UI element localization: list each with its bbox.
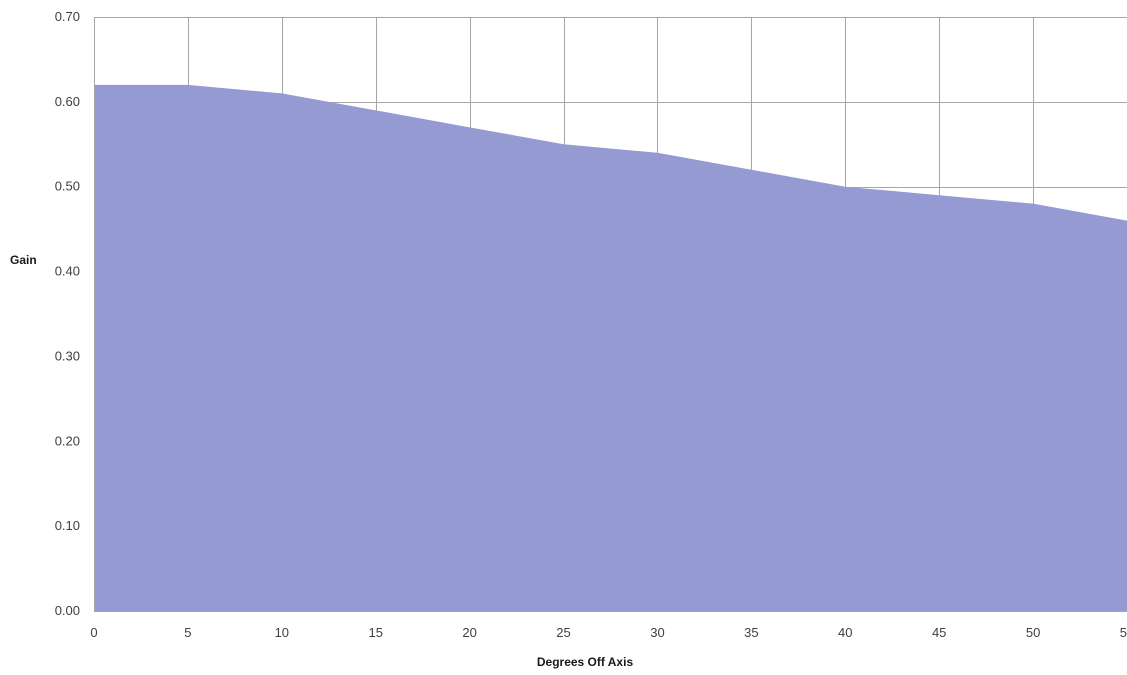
y-tick-label: 0.70 bbox=[55, 9, 80, 24]
y-tick-label: 0.60 bbox=[55, 94, 80, 109]
y-axis-tick-labels: 0.00 0.10 0.20 0.30 0.40 0.50 0.60 0.70 bbox=[55, 9, 80, 618]
x-axis-tick-labels: 0 5 10 15 20 25 30 35 40 45 50 55 bbox=[90, 625, 1127, 640]
x-tick-label: 20 bbox=[462, 625, 476, 640]
y-axis-title: Gain bbox=[10, 253, 37, 267]
y-tick-label: 0.10 bbox=[55, 518, 80, 533]
y-tick-label: 0.40 bbox=[55, 264, 80, 279]
x-tick-label: 50 bbox=[1026, 625, 1040, 640]
y-tick-label: 0.00 bbox=[55, 603, 80, 618]
x-tick-label: 0 bbox=[90, 625, 97, 640]
x-axis-title: Degrees Off Axis bbox=[537, 655, 634, 669]
axes bbox=[94, 17, 1127, 612]
x-tick-label: 15 bbox=[368, 625, 382, 640]
x-tick-label: 45 bbox=[932, 625, 946, 640]
y-tick-label: 0.30 bbox=[55, 348, 80, 363]
x-tick-label: 35 bbox=[744, 625, 758, 640]
x-tick-label: 5 bbox=[184, 625, 191, 640]
x-tick-label: 30 bbox=[650, 625, 664, 640]
x-tick-label: 25 bbox=[556, 625, 570, 640]
y-tick-label: 0.20 bbox=[55, 433, 80, 448]
plot-area bbox=[94, 84, 1127, 611]
area-series bbox=[94, 84, 1127, 611]
x-tick-label: 10 bbox=[275, 625, 289, 640]
y-tick-label: 0.50 bbox=[55, 179, 80, 194]
x-tick-label: 55 bbox=[1120, 625, 1127, 640]
x-tick-label: 40 bbox=[838, 625, 852, 640]
